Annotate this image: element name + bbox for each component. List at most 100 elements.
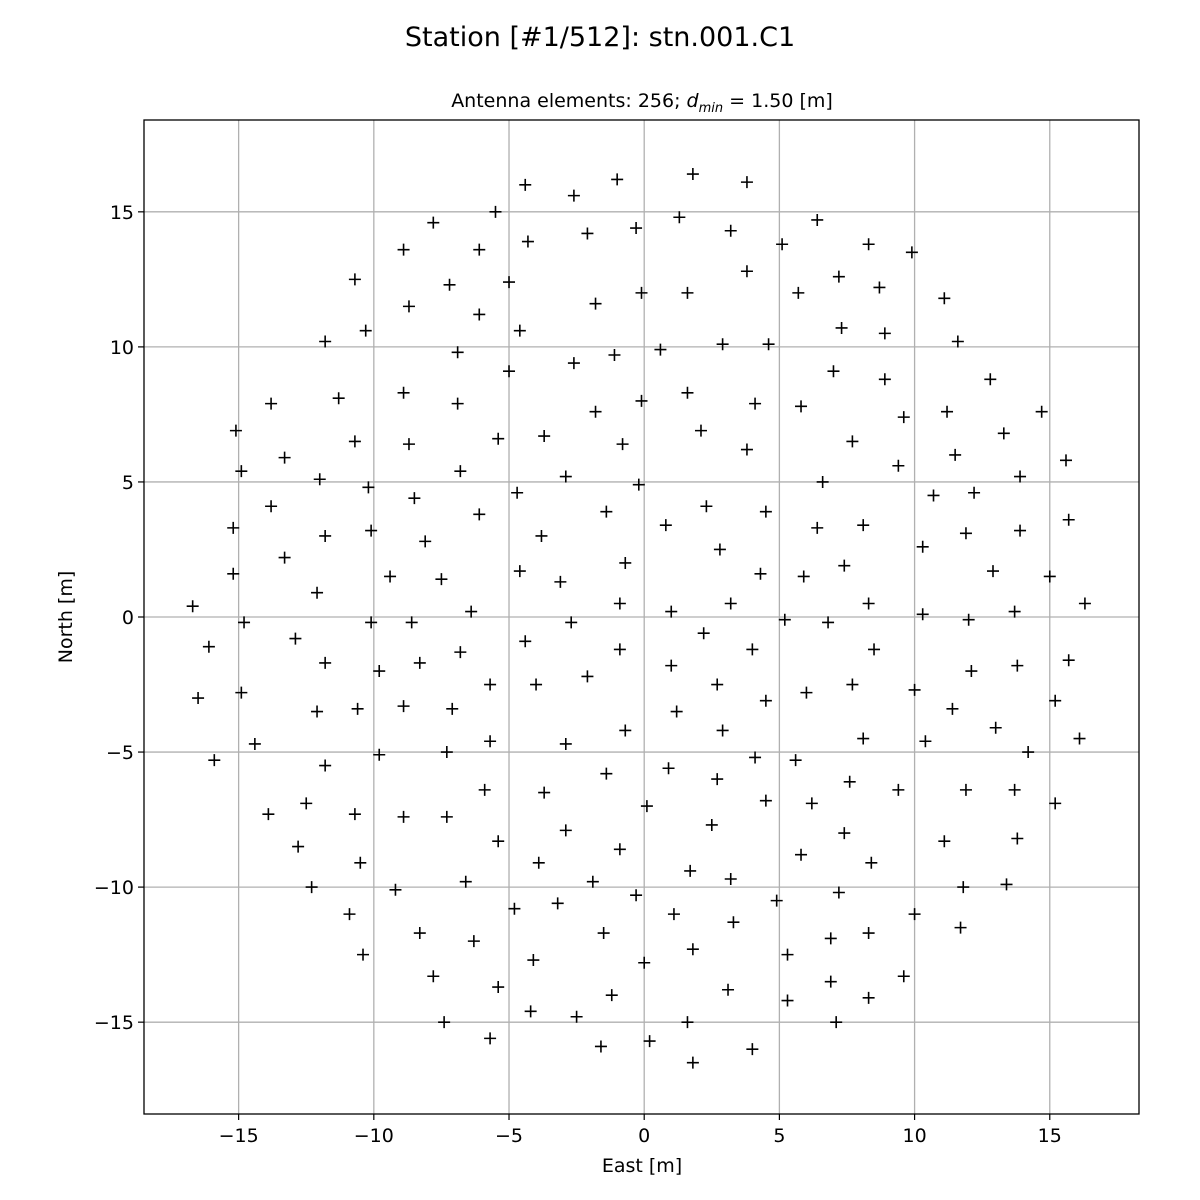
antenna-element-marker — [824, 975, 837, 988]
antenna-element-marker — [384, 570, 397, 583]
antenna-element-marker — [227, 567, 240, 580]
antenna-element-marker — [484, 678, 497, 691]
antenna-element-marker — [862, 991, 875, 1004]
antenna-element-marker — [908, 683, 921, 696]
antenna-element-marker — [681, 1016, 694, 1029]
antenna-element-marker — [559, 824, 572, 837]
antenna-element-marker — [357, 948, 370, 961]
antenna-element-marker — [619, 556, 632, 569]
antenna-element-marker — [492, 432, 505, 445]
antenna-element-marker — [532, 856, 545, 869]
antenna-element-marker — [662, 762, 675, 775]
antenna-element-marker — [397, 700, 410, 713]
antenna-element-marker — [986, 565, 999, 578]
antenna-element-marker — [265, 397, 278, 410]
antenna-element-marker — [905, 246, 918, 259]
antenna-element-marker — [435, 573, 448, 586]
antenna-element-marker — [1011, 832, 1024, 845]
antenna-element-marker — [600, 505, 613, 518]
antenna-element-marker — [538, 786, 551, 799]
antenna-element-marker — [705, 818, 718, 831]
x-tick-label: 10 — [902, 1125, 926, 1147]
antenna-element-marker — [265, 500, 278, 513]
antenna-element-marker — [586, 875, 599, 888]
antenna-element-marker — [797, 570, 810, 583]
antenna-element-marker — [951, 335, 964, 348]
antenna-element-marker — [397, 386, 410, 399]
antenna-element-marker — [319, 335, 332, 348]
antenna-element-marker — [916, 608, 929, 621]
x-tick-label: −10 — [354, 1125, 394, 1147]
antenna-element-marker — [724, 224, 737, 237]
antenna-element-marker — [348, 808, 361, 821]
antenna-element-marker — [865, 856, 878, 869]
antenna-element-marker — [759, 505, 772, 518]
antenna-element-marker — [792, 286, 805, 299]
antenna-element-marker — [694, 424, 707, 437]
antenna-element-marker — [697, 627, 710, 640]
antenna-element-marker — [202, 640, 215, 653]
antenna-element-marker — [862, 238, 875, 251]
antenna-element-marker — [740, 176, 753, 189]
axes-title: Antenna elements: 256; dmin = 1.50 [m] — [451, 90, 833, 116]
antenna-element-marker — [292, 840, 305, 853]
y-axis-label: North [m] — [55, 571, 77, 664]
antenna-element-marker — [1062, 513, 1075, 526]
antenna-element-marker — [1035, 405, 1048, 418]
antenna-element-marker — [389, 883, 402, 896]
antenna-element-marker — [846, 435, 859, 448]
antenna-element-marker — [789, 754, 802, 767]
antenna-element-marker — [795, 400, 808, 413]
scatter-markers — [186, 168, 1091, 1069]
antenna-element-marker — [419, 535, 432, 548]
antenna-element-marker — [238, 616, 251, 629]
antenna-element-marker — [754, 567, 767, 580]
antenna-element-marker — [630, 222, 643, 235]
antenna-element-marker — [535, 529, 548, 542]
antenna-element-marker — [997, 427, 1010, 440]
antenna-element-marker — [589, 297, 602, 310]
y-tick-label: 5 — [122, 472, 134, 494]
axes-title-variable: d — [687, 90, 700, 112]
y-tick-label: −10 — [94, 877, 134, 899]
antenna-element-marker — [332, 392, 345, 405]
antenna-element-marker — [1060, 454, 1072, 467]
figure-title: Station [#1/512]: stn.001.C1 — [405, 22, 795, 53]
antenna-element-marker — [878, 373, 891, 386]
antenna-element-marker — [565, 616, 578, 629]
antenna-element-marker — [873, 281, 886, 294]
antenna-element-marker — [413, 927, 426, 940]
antenna-element-marker — [473, 243, 486, 256]
grid — [144, 120, 1139, 1114]
antenna-element-marker — [513, 565, 526, 578]
antenna-element-marker — [503, 276, 516, 289]
antenna-element-marker — [878, 327, 891, 340]
antenna-element-marker — [759, 694, 772, 707]
antenna-element-marker — [511, 486, 524, 499]
antenna-element-marker — [640, 800, 653, 813]
antenna-element-marker — [208, 754, 221, 767]
antenna-element-marker — [1011, 659, 1024, 672]
antenna-element-marker — [724, 873, 737, 886]
antenna-element-marker — [635, 394, 648, 407]
antenna-element-marker — [551, 897, 564, 910]
antenna-element-marker — [503, 365, 516, 378]
antenna-element-marker — [954, 921, 967, 934]
antenna-element-marker — [538, 430, 551, 443]
antenna-element-marker — [822, 616, 835, 629]
antenna-element-marker — [722, 983, 735, 996]
x-tick-label: 0 — [638, 1125, 650, 1147]
antenna-element-marker — [1049, 797, 1062, 810]
antenna-element-marker — [319, 759, 332, 772]
antenna-element-marker — [567, 357, 580, 370]
antenna-element-marker — [684, 864, 697, 877]
antenna-element-marker — [843, 775, 856, 788]
antenna-element-marker — [397, 243, 410, 256]
antenna-element-marker — [727, 916, 740, 929]
antenna-element-marker — [365, 524, 378, 537]
antenna-element-marker — [524, 1005, 537, 1018]
antenna-element-marker — [613, 643, 626, 656]
antenna-element-marker — [438, 1016, 451, 1029]
antenna-element-marker — [919, 735, 932, 748]
